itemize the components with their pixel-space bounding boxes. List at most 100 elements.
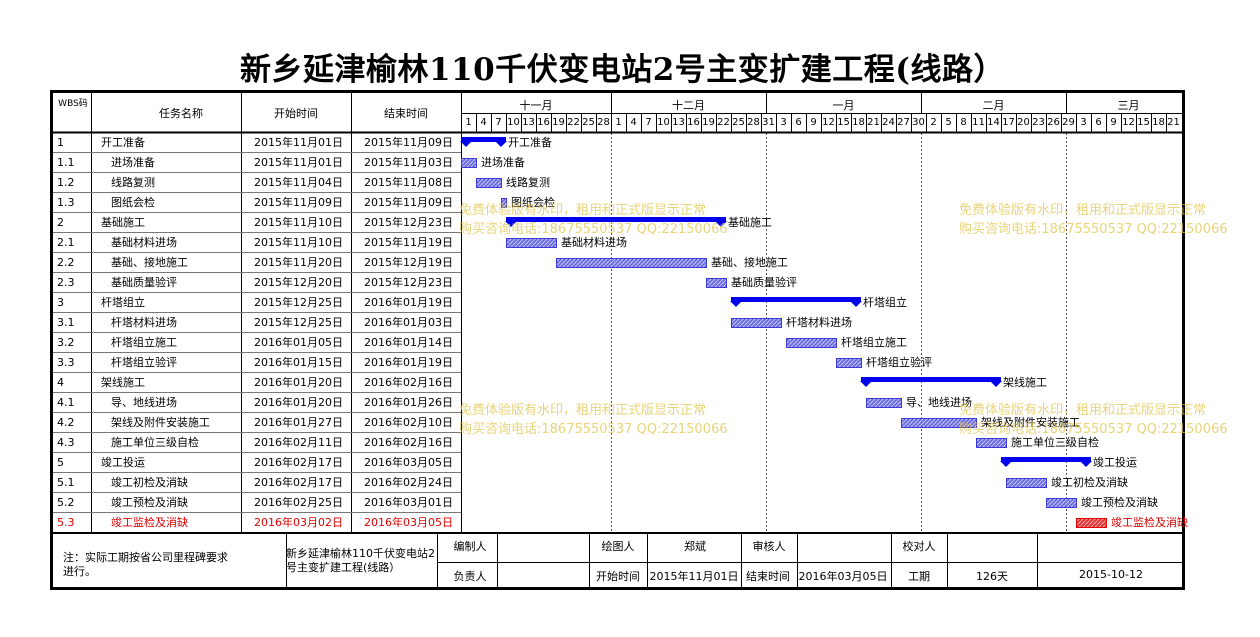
task-bar[interactable]: [901, 418, 977, 428]
day-tick-label: 6: [1095, 117, 1102, 128]
summary-bar[interactable]: [861, 377, 1001, 382]
task-end: 2015年11月19日: [364, 236, 453, 249]
start-value: 2015年11月01日: [649, 570, 739, 583]
task-bar[interactable]: [706, 278, 727, 288]
day-tick-label: 31: [762, 117, 775, 128]
day-tick-label: 13: [672, 117, 685, 128]
month-label: 二月: [982, 99, 1005, 112]
day-tick-label: 1: [615, 117, 622, 128]
day-tick-label: 25: [582, 117, 595, 128]
day-tick-label: 1: [465, 117, 472, 128]
task-wbs: 5.1: [57, 476, 75, 489]
day-tick-label: 7: [495, 117, 502, 128]
task-wbs: 2: [57, 216, 64, 229]
day-tick-label: 29: [1062, 117, 1075, 128]
task-end: 2015年11月09日: [364, 136, 453, 149]
bar-label: 基础施工: [728, 216, 772, 229]
task-bar[interactable]: [836, 358, 862, 368]
task-name: 开工准备: [101, 136, 145, 149]
task-name: 基础材料进场: [111, 236, 177, 249]
duration-label: 工期: [908, 570, 930, 583]
day-tick-label: 15: [1137, 117, 1150, 128]
task-bar[interactable]: [731, 318, 782, 328]
day-tick-label: 20: [1017, 117, 1030, 128]
task-end: 2016年02月24日: [364, 476, 453, 489]
critical-task-bar[interactable]: [1076, 518, 1107, 528]
task-wbs: 3.2: [57, 336, 75, 349]
task-wbs: 5: [57, 456, 64, 469]
summary-bar-cap: [715, 221, 727, 227]
summary-bar-cap: [495, 141, 507, 147]
task-name: 基础质量验评: [111, 276, 177, 289]
task-end: 2015年12月19日: [364, 256, 453, 269]
day-tick-label: 13: [522, 117, 535, 128]
task-wbs: 2.2: [57, 256, 75, 269]
task-start: 2016年02月17日: [254, 476, 343, 489]
task-end: 2016年02月16日: [364, 376, 453, 389]
task-bar[interactable]: [476, 178, 502, 188]
summary-bar[interactable]: [461, 137, 506, 142]
task-wbs: 4.3: [57, 436, 75, 449]
task-bar[interactable]: [461, 158, 477, 168]
task-bar[interactable]: [556, 258, 707, 268]
month-label: 一月: [832, 99, 855, 112]
bar-label: 杆塔组立验评: [866, 356, 932, 369]
footer-project: 新乡延津榆林110千伏变电站2号主变扩建工程(线路）: [286, 547, 435, 574]
proofreader-label: 校对人: [902, 540, 936, 553]
task-bar[interactable]: [1046, 498, 1077, 508]
task-bar[interactable]: [786, 338, 837, 348]
drawer-label: 绘图人: [601, 540, 635, 553]
summary-bar[interactable]: [1001, 457, 1091, 462]
task-start: 2016年01月27日: [254, 416, 343, 429]
task-start: 2016年03月02日: [254, 516, 343, 529]
day-tick-label: 27: [897, 117, 910, 128]
task-bar[interactable]: [976, 438, 1007, 448]
summary-bar-cap: [850, 301, 862, 307]
day-tick-label: 24: [882, 117, 895, 128]
task-start: 2015年11月09日: [254, 196, 343, 209]
header-start: 开始时间: [274, 107, 318, 120]
task-start: 2016年01月05日: [254, 336, 343, 349]
bar-label: 施工单位三级自检: [1011, 436, 1099, 449]
summary-bar[interactable]: [731, 297, 861, 302]
task-bar[interactable]: [501, 198, 507, 208]
task-start: 2015年12月25日: [254, 296, 343, 309]
task-name: 杆塔组立验评: [111, 356, 177, 369]
page-title: 新乡延津榆林110千伏变电站2号主变扩建工程(线路）: [240, 52, 1005, 88]
task-wbs: 2.3: [57, 276, 75, 289]
day-tick-label: 28: [597, 117, 610, 128]
day-tick-label: 26: [1047, 117, 1060, 128]
bar-label: 基础质量验评: [731, 276, 797, 289]
day-tick-label: 28: [747, 117, 760, 128]
task-end: 2016年01月14日: [364, 336, 453, 349]
task-name: 导、地线进场: [111, 396, 177, 409]
day-tick-label: 9: [810, 117, 817, 128]
day-tick-label: 19: [552, 117, 565, 128]
day-tick-label: 21: [867, 117, 880, 128]
task-end: 2015年11月09日: [364, 196, 453, 209]
day-tick-label: 7: [645, 117, 652, 128]
start-label: 开始时间: [596, 570, 640, 583]
bar-label: 线路复测: [506, 176, 550, 189]
day-tick-label: 22: [717, 117, 730, 128]
bar-label: 架线及附件安装施工: [981, 416, 1080, 429]
day-tick-label: 18: [1152, 117, 1165, 128]
task-bar[interactable]: [506, 238, 557, 248]
summary-bar-cap: [1080, 461, 1092, 467]
task-bar[interactable]: [1006, 478, 1047, 488]
bar-label: 竣工投运: [1093, 456, 1137, 469]
task-wbs: 4.1: [57, 396, 75, 409]
task-end: 2016年01月26日: [364, 396, 453, 409]
task-end: 2016年03月01日: [364, 496, 453, 509]
footer-note: 注：实际工期按省公司里程碑要求进行。: [63, 551, 228, 578]
task-name: 基础、接地施工: [111, 256, 188, 269]
day-tick-label: 3: [1080, 117, 1087, 128]
task-bar[interactable]: [866, 398, 902, 408]
task-start: 2016年02月11日: [254, 436, 343, 449]
summary-bar[interactable]: [506, 217, 726, 222]
task-name: 杆塔组立施工: [111, 336, 177, 349]
month-label: 十二月: [672, 99, 705, 112]
bar-label: 图纸会检: [511, 196, 555, 209]
task-end: 2015年12月23日: [364, 216, 453, 229]
task-wbs: 5.3: [57, 516, 75, 529]
